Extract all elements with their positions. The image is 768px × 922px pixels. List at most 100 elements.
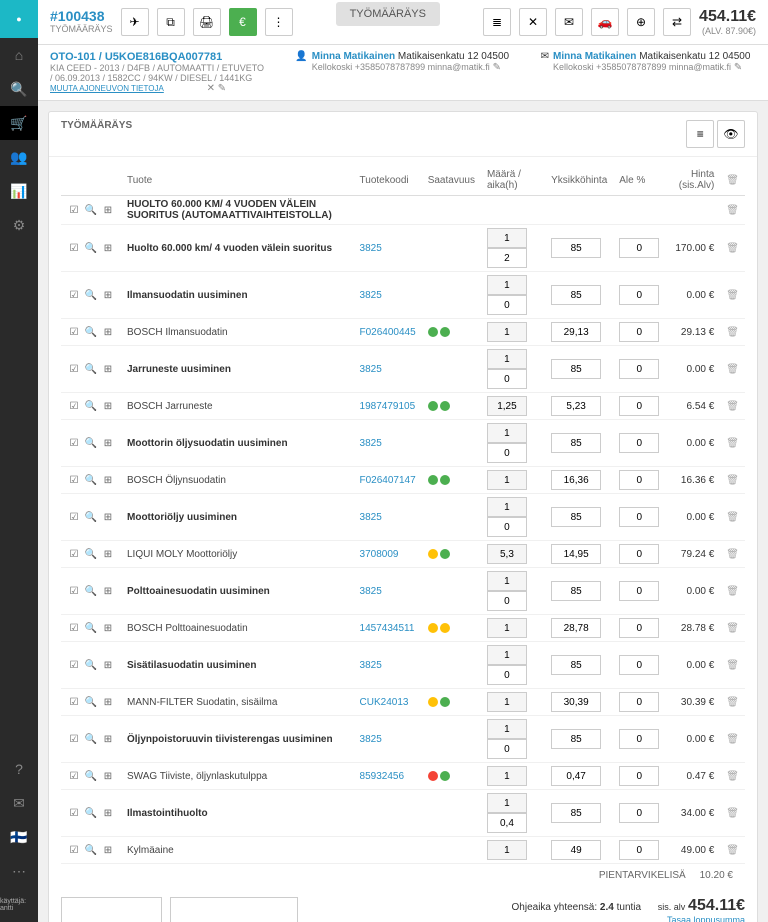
disc-input[interactable] — [619, 766, 659, 786]
qty2-input[interactable] — [487, 369, 527, 389]
nav-users[interactable]: 👥 — [0, 140, 38, 174]
disc-input[interactable] — [619, 581, 659, 601]
check-icon[interactable]: ☑ — [67, 658, 81, 672]
delete-row-icon[interactable]: 🗑 — [726, 290, 739, 301]
qty1-input[interactable] — [487, 497, 527, 517]
unit-input[interactable] — [551, 433, 601, 453]
disc-input[interactable] — [619, 729, 659, 749]
search-icon[interactable]: 🔍 — [84, 806, 98, 820]
qty2-input[interactable] — [487, 813, 527, 833]
unit-input[interactable] — [551, 766, 601, 786]
qty1-input[interactable] — [487, 423, 527, 443]
search-icon[interactable]: 🔍 — [84, 436, 98, 450]
product-code[interactable]: 1987479105 — [360, 401, 416, 412]
delete-row-icon[interactable]: 🗑 — [726, 364, 739, 375]
nav-settings[interactable]: ⚙ — [0, 208, 38, 242]
check-icon[interactable]: ☑ — [67, 325, 81, 339]
delete-row-icon[interactable]: 🗑 — [726, 512, 739, 523]
expand-icon[interactable]: ⊞ — [101, 325, 115, 339]
disc-input[interactable] — [619, 322, 659, 342]
unit-input[interactable] — [551, 840, 601, 860]
check-icon[interactable]: ☑ — [67, 510, 81, 524]
disc-input[interactable] — [619, 507, 659, 527]
expand-icon[interactable]: ⊞ — [101, 584, 115, 598]
product-code[interactable]: 3708009 — [360, 549, 399, 560]
tool-1[interactable]: ≣ — [483, 8, 511, 36]
product-code[interactable]: CUK24013 — [360, 697, 409, 708]
check-icon[interactable]: ☑ — [67, 203, 81, 217]
disc-input[interactable] — [619, 544, 659, 564]
unit-input[interactable] — [551, 544, 601, 564]
qty2-input[interactable] — [487, 739, 527, 759]
nav-user[interactable]: käyttäjä: antti — [0, 888, 38, 922]
check-icon[interactable]: ☑ — [67, 732, 81, 746]
expand-icon[interactable]: ⊞ — [101, 843, 115, 857]
check-icon[interactable]: ☑ — [67, 241, 81, 255]
tool-6[interactable]: ⇄ — [663, 8, 691, 36]
disc-input[interactable] — [619, 692, 659, 712]
expand-icon[interactable]: ⊞ — [101, 399, 115, 413]
check-icon[interactable]: ☑ — [67, 547, 81, 561]
add-work-row-button[interactable]: + UUSI TYÖRIVI — [61, 897, 162, 922]
search-icon[interactable]: 🔍 — [84, 769, 98, 783]
search-icon[interactable]: 🔍 — [84, 843, 98, 857]
qty1-input[interactable] — [487, 692, 527, 712]
disc-input[interactable] — [619, 618, 659, 638]
unit-input[interactable] — [551, 359, 601, 379]
product-code[interactable]: 1457434511 — [360, 623, 415, 634]
expand-icon[interactable]: ⊞ — [101, 203, 115, 217]
check-icon[interactable]: ☑ — [67, 621, 81, 635]
product-code[interactable]: 3825 — [360, 438, 382, 449]
disc-input[interactable] — [619, 238, 659, 258]
product-code[interactable]: 3825 — [360, 512, 382, 523]
check-icon[interactable]: ☑ — [67, 584, 81, 598]
qty2-input[interactable] — [487, 591, 527, 611]
qty1-input[interactable] — [487, 571, 527, 591]
disc-input[interactable] — [619, 840, 659, 860]
search-icon[interactable]: 🔍 — [84, 695, 98, 709]
qty2-input[interactable] — [487, 295, 527, 315]
search-icon[interactable]: 🔍 — [84, 547, 98, 561]
search-icon[interactable]: 🔍 — [84, 584, 98, 598]
search-icon[interactable]: 🔍 — [84, 399, 98, 413]
search-icon[interactable]: 🔍 — [84, 621, 98, 635]
expand-icon[interactable]: ⊞ — [101, 362, 115, 376]
expand-icon[interactable]: ⊞ — [101, 510, 115, 524]
delete-row-icon[interactable]: 🗑 — [726, 327, 739, 338]
send-button[interactable]: ✈ — [121, 8, 149, 36]
nav-help[interactable]: ? — [0, 752, 38, 786]
qty2-input[interactable] — [487, 517, 527, 537]
unit-input[interactable] — [551, 655, 601, 675]
expand-icon[interactable]: ⊞ — [101, 806, 115, 820]
search-icon[interactable]: 🔍 — [84, 658, 98, 672]
product-code[interactable]: 3825 — [360, 243, 382, 254]
search-icon[interactable]: 🔍 — [84, 288, 98, 302]
qty1-input[interactable] — [487, 322, 527, 342]
round-total-link[interactable]: Tasaa loppusumma — [667, 915, 745, 922]
unit-input[interactable] — [551, 581, 601, 601]
delete-row-icon[interactable]: 🗑 — [726, 205, 739, 216]
unit-input[interactable] — [551, 238, 601, 258]
euro-button[interactable]: € — [229, 8, 257, 36]
unit-input[interactable] — [551, 618, 601, 638]
delete-row-icon[interactable]: 🗑 — [726, 549, 739, 560]
disc-input[interactable] — [619, 803, 659, 823]
expand-icon[interactable]: ⊞ — [101, 288, 115, 302]
qty1-input[interactable] — [487, 840, 527, 860]
delete-row-icon[interactable]: 🗑 — [726, 808, 739, 819]
copy-button[interactable]: ⧉ — [157, 8, 185, 36]
nav-search[interactable]: 🔍 — [0, 72, 38, 106]
qty1-input[interactable] — [487, 766, 527, 786]
expand-icon[interactable]: ⊞ — [101, 241, 115, 255]
modify-vehicle-link[interactable]: MUUTA AJONEUVON TIETOJA — [50, 84, 164, 93]
product-code[interactable]: 3825 — [360, 586, 382, 597]
customer2-name[interactable]: Minna Matikainen — [553, 51, 636, 62]
product-code[interactable]: 3825 — [360, 290, 382, 301]
unit-input[interactable] — [551, 396, 601, 416]
search-icon[interactable]: 🔍 — [84, 325, 98, 339]
delete-row-icon[interactable]: 🗑 — [726, 623, 739, 634]
disc-input[interactable] — [619, 433, 659, 453]
print-button[interactable]: 🖨 — [193, 8, 221, 36]
disc-input[interactable] — [619, 655, 659, 675]
qty1-input[interactable] — [487, 645, 527, 665]
